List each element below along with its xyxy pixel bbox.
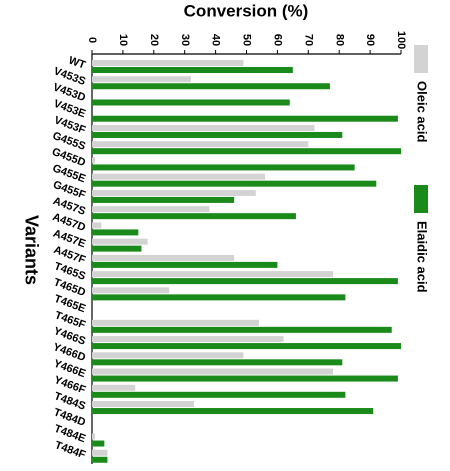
x-tick-label: 30: [179, 34, 191, 46]
bar: [92, 440, 105, 447]
bar: [92, 222, 102, 229]
bar: [92, 391, 346, 398]
bar: [92, 294, 346, 301]
bar: [92, 213, 296, 220]
bar: [92, 375, 398, 382]
x-tick-label: 60: [271, 34, 283, 46]
legend-label: Oleic acid: [415, 81, 430, 142]
bar: [92, 196, 235, 203]
bar: [92, 60, 244, 66]
bar: [92, 336, 284, 343]
x-tick-label: 50: [241, 34, 253, 46]
bar: [92, 131, 343, 138]
legend-swatch: [414, 45, 428, 73]
bar: [92, 245, 142, 252]
x-tick-label: 80: [333, 34, 345, 46]
x-tick-label: 20: [148, 34, 160, 46]
bar: [92, 278, 398, 285]
bar: [92, 449, 108, 456]
bar: [92, 83, 330, 90]
bar: [92, 99, 290, 106]
bar: [92, 261, 278, 268]
bar: [92, 401, 194, 408]
bar: [92, 271, 334, 278]
bar: [92, 343, 401, 350]
x-tick-label: 40: [210, 34, 222, 46]
y-axis-label: Variants: [21, 215, 41, 285]
x-tick-label: 70: [302, 34, 314, 46]
x-tick-label: 10: [117, 34, 129, 46]
legend-label: Elaidic acid: [415, 221, 430, 293]
bar: [92, 326, 392, 333]
bar: [92, 384, 136, 391]
bar: [92, 189, 256, 196]
bar: [92, 352, 244, 359]
bar: [92, 148, 401, 155]
bar: [92, 456, 108, 463]
bar: [92, 180, 377, 187]
chart-title: Conversion (%): [184, 1, 309, 20]
bar: [92, 206, 210, 213]
bar: [92, 229, 139, 236]
bar: [92, 124, 315, 131]
x-tick-label: 0: [86, 37, 98, 43]
bar: [92, 238, 148, 245]
bar: [92, 157, 96, 164]
bar: [92, 164, 355, 171]
bar: [92, 67, 293, 73]
bar: [92, 319, 259, 326]
bar: [92, 359, 343, 366]
y-tick-label: WT: [67, 55, 87, 72]
bar: [92, 76, 191, 83]
bar: [92, 173, 266, 180]
x-tick-label: 100: [395, 31, 407, 49]
bar: [92, 115, 398, 122]
bar: [92, 254, 235, 261]
bar: [92, 368, 334, 375]
bar: [92, 433, 96, 440]
x-tick-label: 90: [364, 34, 376, 46]
bar: [92, 287, 170, 294]
legend-swatch: [414, 185, 428, 213]
bar: [92, 141, 309, 148]
bar: [92, 408, 374, 415]
